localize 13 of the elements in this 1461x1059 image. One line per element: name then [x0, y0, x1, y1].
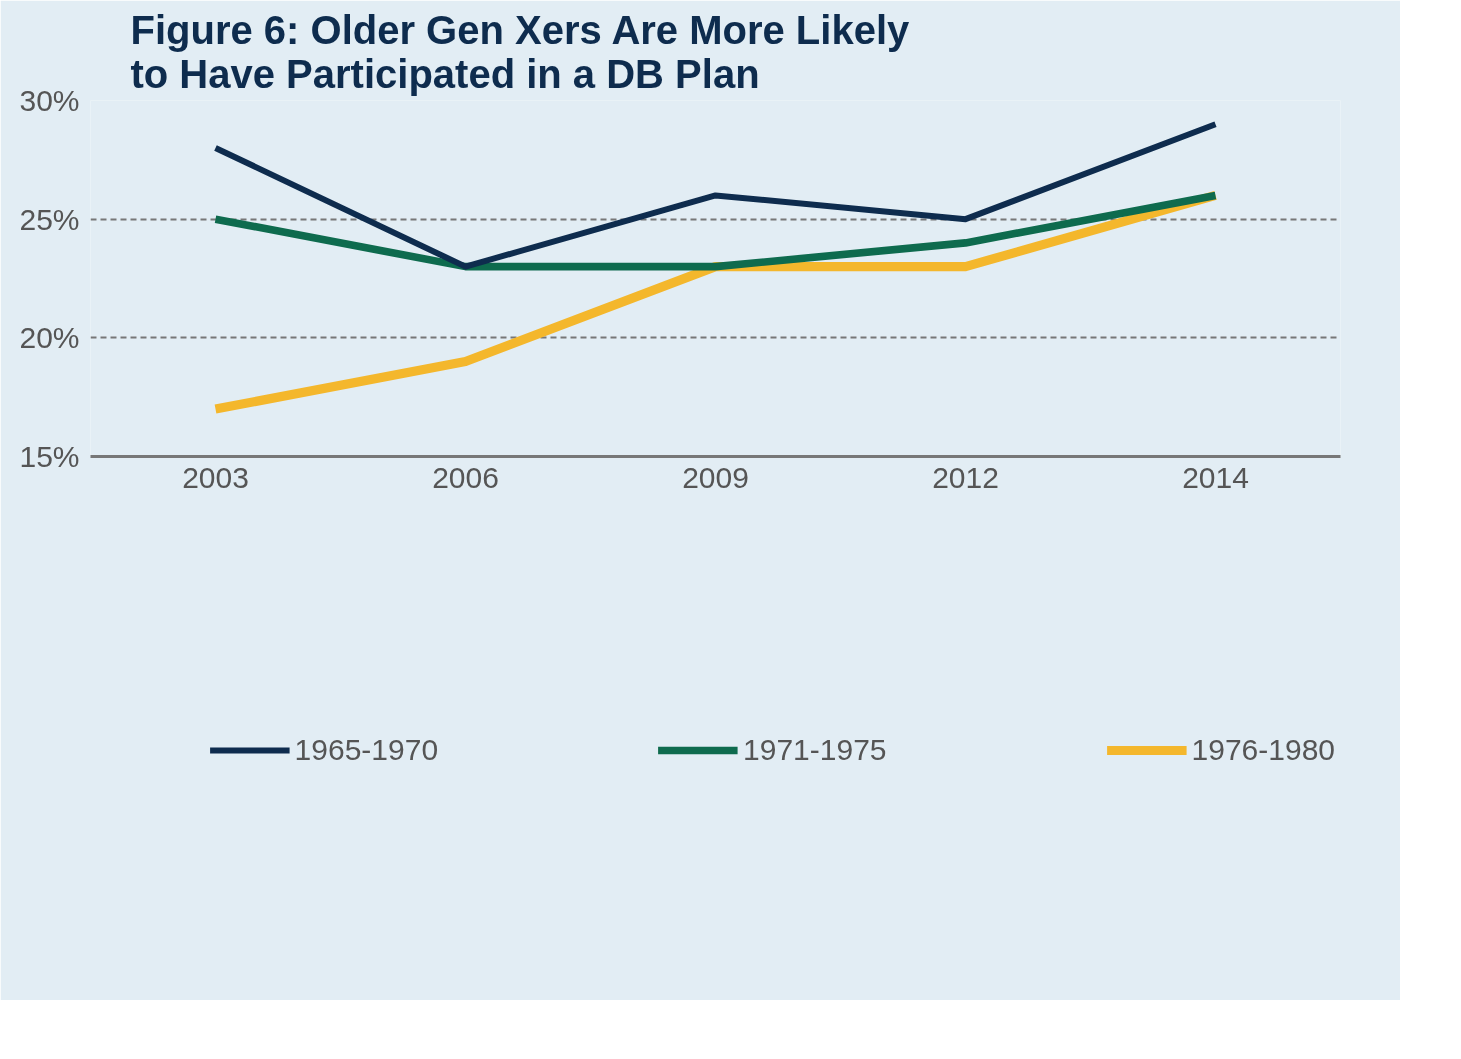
x-tick-label: 2006	[432, 460, 499, 494]
y-tick-label: 30%	[19, 84, 80, 117]
legend-label: 1976-1980	[1191, 733, 1335, 767]
x-tick-label: 2003	[182, 460, 249, 494]
y-tick-label: 25%	[19, 202, 80, 236]
legend-label: 1971-1975	[743, 733, 887, 767]
legend-label: 1965-1970	[294, 733, 439, 767]
chart-title: Figure 6: Older Gen Xers Are More Likely to Have Participated in a DB Plan	[130, 7, 911, 96]
x-tick-label: 2014	[1182, 460, 1249, 494]
x-tick-label: 2012	[932, 460, 999, 494]
y-tick-label: 15%	[19, 440, 80, 473]
x-tick-label: 2009	[682, 460, 749, 494]
y-tick-label: 20%	[19, 321, 80, 355]
